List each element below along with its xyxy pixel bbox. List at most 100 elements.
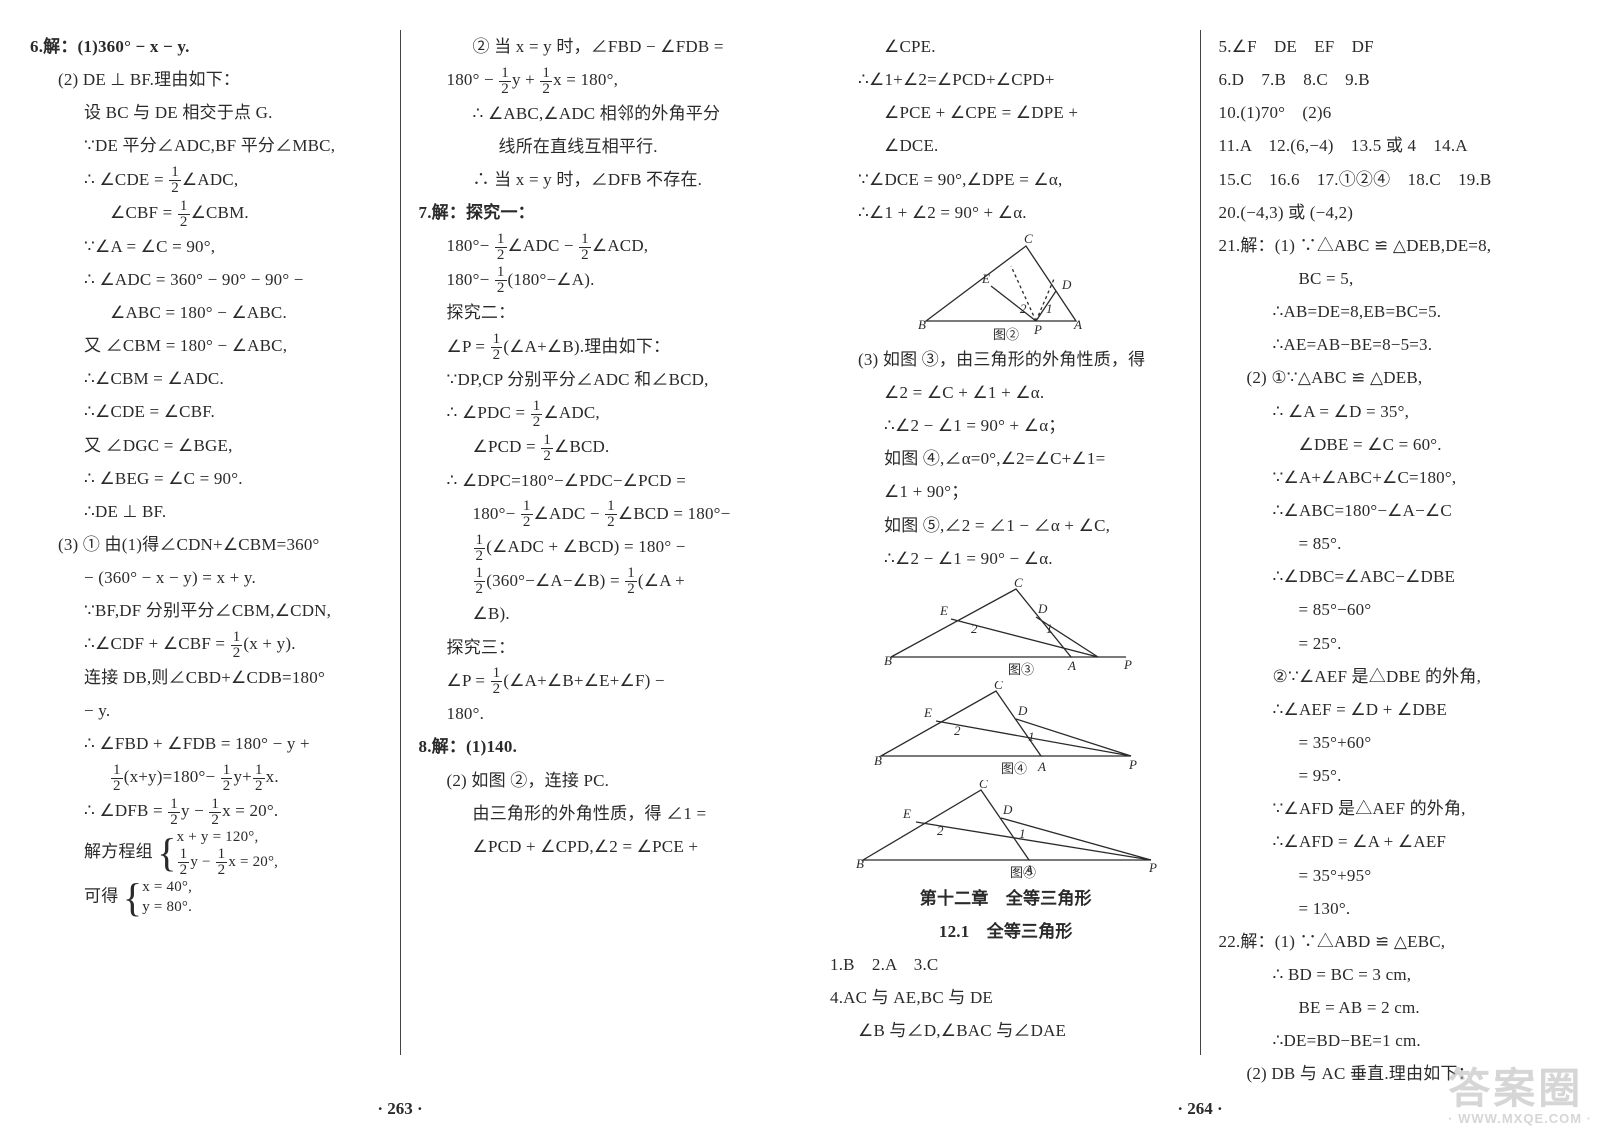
- text-line: ∠PCE + ∠CPE = ∠DPE +: [830, 96, 1182, 129]
- svg-text:E: E: [923, 705, 932, 720]
- text-line: 探究二：: [419, 296, 771, 329]
- text-line: (2) DB 与 AC 垂直.理由如下：: [1219, 1057, 1571, 1090]
- text-line: 20.(−4,3) 或 (−4,2): [1219, 196, 1571, 229]
- svg-text:1: 1: [1019, 826, 1026, 841]
- svg-text:1: 1: [1046, 621, 1053, 636]
- text-line: 如图 ④,∠α=0°,∠2=∠C+∠1=: [830, 442, 1182, 475]
- text-line: BE = AB = 2 cm.: [1219, 991, 1571, 1024]
- figure-4: BA CP ED 21 图④: [866, 681, 1146, 776]
- text-line: ∴∠2 − ∠1 = 90° + ∠α；: [830, 409, 1182, 442]
- text-line: ∠ABC = 180° − ∠ABC.: [30, 296, 382, 329]
- text-line: ∴ ∠DFB = 12y − 12x = 20°.: [30, 794, 382, 828]
- svg-text:D: D: [1017, 703, 1028, 718]
- text-line: ∵∠AFD 是△AEF 的外角,: [1219, 792, 1571, 825]
- text-line: 4.AC 与 AE,BC 与 DE: [830, 981, 1182, 1014]
- text-line: 12.1 全等三角形: [830, 915, 1182, 948]
- text-line: ∵∠A = ∠C = 90°,: [30, 230, 382, 263]
- page-number-right: · 264 ·: [800, 1099, 1600, 1119]
- text-line: 180°− 12∠ADC − 12∠ACD,: [419, 229, 771, 263]
- svg-text:C: C: [994, 681, 1003, 692]
- text-line: 8.解：(1)140.: [419, 730, 771, 763]
- text-line: = 85°.: [1219, 527, 1571, 560]
- svg-text:图②: 图②: [993, 327, 1019, 341]
- text-line: 连接 DB,则∠CBD+∠CDB=180°: [30, 661, 382, 694]
- text-line: 15.C 16.6 17.①②④ 18.C 19.B: [1219, 163, 1571, 196]
- text-line: ∴ ∠FBD + ∠FDB = 180° − y +: [30, 727, 382, 760]
- text-line: ∴ 当 x = y 时，∠DFB 不存在.: [419, 163, 771, 196]
- text-line: 又 ∠DGC = ∠BGE,: [30, 429, 382, 462]
- text-line: ∴ ∠A = ∠D = 35°,: [1219, 395, 1571, 428]
- text-line: 设 BC 与 DE 相交于点 G.: [30, 96, 382, 129]
- columns-left: 6.解：(1)360° − x − y.(2) DE ⊥ BF.理由如下：设 B…: [30, 30, 770, 1055]
- text-line: ∠1 + 90°；: [830, 475, 1182, 508]
- text-line: ∠PCD = 12∠BCD.: [419, 430, 771, 464]
- left-col-1: 6.解：(1)360° − x − y.(2) DE ⊥ BF.理由如下：设 B…: [30, 30, 382, 1055]
- text-line: ∴ ∠BEG = ∠C = 90°.: [30, 462, 382, 495]
- text-line: 5.∠F DE EF DF: [1219, 30, 1571, 63]
- text-line: 10.(1)70° (2)6: [1219, 96, 1571, 129]
- svg-text:B: B: [856, 856, 864, 871]
- text-line: 如图 ⑤,∠2 = ∠1 − ∠α + ∠C,: [830, 509, 1182, 542]
- text-line: (3) ① 由(1)得∠CDN+∠CBM=360°: [30, 528, 382, 561]
- text-line: 又 ∠CBM = 180° − ∠ABC,: [30, 329, 382, 362]
- text-line: = 35°+95°: [1219, 859, 1571, 892]
- text-line: = 25°.: [1219, 627, 1571, 660]
- figure-5: BA CP ED 21 图⑤: [851, 780, 1161, 880]
- text-line: − y.: [30, 694, 382, 727]
- text-line: ∴ ∠PDC = 12∠ADC,: [419, 396, 771, 430]
- text-line: (2) DE ⊥ BF.理由如下：: [30, 63, 382, 96]
- svg-text:图④: 图④: [1001, 761, 1027, 776]
- svg-text:1: 1: [1046, 301, 1053, 316]
- text-line: ∴ ∠DPC=180°−∠PDC−∠PCD =: [419, 464, 771, 497]
- text-line: 180°.: [419, 697, 771, 730]
- text-line: 由三角形的外角性质，得 ∠1 =: [419, 797, 771, 830]
- svg-text:2: 2: [954, 723, 961, 738]
- text-line: ∠CBF = 12∠CBM.: [30, 196, 382, 230]
- text-line: ②∵∠AEF 是△DBE 的外角,: [1219, 660, 1571, 693]
- text-line: (2) 如图 ②，连接 PC.: [419, 764, 771, 797]
- text-line: ∴DE ⊥ BF.: [30, 495, 382, 528]
- text-line: ∵BF,DF 分别平分∠CBM,∠CDN,: [30, 594, 382, 627]
- text-line: ∴ ∠CDE = 12∠ADC,: [30, 163, 382, 197]
- svg-text:2: 2: [937, 823, 944, 838]
- text-line: = 95°.: [1219, 759, 1571, 792]
- svg-text:2: 2: [971, 621, 978, 636]
- svg-text:E: E: [902, 806, 911, 821]
- text-line: − (360° − x − y) = x + y.: [30, 561, 382, 594]
- text-line: ∠B 与∠D,∠BAC 与∠DAE: [830, 1014, 1182, 1047]
- svg-text:E: E: [981, 271, 990, 286]
- svg-text:E: E: [939, 603, 948, 618]
- text-line: ∵DP,CP 分别平分∠ADC 和∠BCD,: [419, 363, 771, 396]
- text-line: ∠P = 12(∠A+∠B).理由如下：: [419, 330, 771, 364]
- text-line: 180°− 12(180°−∠A).: [419, 263, 771, 297]
- text-line: BC = 5,: [1219, 262, 1571, 295]
- figure-2: BA CP ED 21 图②: [906, 231, 1106, 341]
- text-line: 探究三：: [419, 631, 771, 664]
- divider-right: [1200, 30, 1201, 1055]
- text-line: 12(x+y)=180°− 12y+12x.: [30, 760, 382, 794]
- text-line: ∠DBE = ∠C = 60°.: [1219, 428, 1571, 461]
- text-line: ∵∠A+∠ABC+∠C=180°,: [1219, 461, 1571, 494]
- text-line: (3) 如图 ③，由三角形的外角性质，得: [830, 343, 1182, 376]
- svg-text:B: B: [918, 317, 926, 332]
- text-line: ∵∠DCE = 90°,∠DPE = ∠α,: [830, 163, 1182, 196]
- text-line: ∴∠AFD = ∠A + ∠AEF: [1219, 825, 1571, 858]
- text-line: ∠PCD + ∠CPD,∠2 = ∠PCE +: [419, 830, 771, 863]
- text-line: (2) ①∵△ABC ≌ △DEB,: [1219, 361, 1571, 394]
- svg-text:A: A: [1067, 658, 1076, 673]
- text-line: ∠B).: [419, 597, 771, 630]
- figure-3: BA CP ED 21 图③: [876, 577, 1136, 677]
- text-line: ∠2 = ∠C + ∠1 + ∠α.: [830, 376, 1182, 409]
- svg-text:B: B: [884, 653, 892, 668]
- text-line: ∴∠CDF + ∠CBF = 12(x + y).: [30, 627, 382, 661]
- text-line: ∴∠1+∠2=∠PCD+∠CPD+: [830, 63, 1182, 96]
- text-line: = 35°+60°: [1219, 726, 1571, 759]
- text-line: 12(360°−∠A−∠B) = 12(∠A +: [419, 564, 771, 598]
- text-line: ∵DE 平分∠ADC,BF 平分∠MBC,: [30, 129, 382, 162]
- text-line: 解方程组 {x + y = 120°,12y − 12x = 20°,: [30, 828, 382, 879]
- text-line: ∴ BD = BC = 3 cm,: [1219, 958, 1571, 991]
- page-right: ∠CPE.∴∠1+∠2=∠PCD+∠CPD+∠PCE + ∠CPE = ∠DPE…: [800, 0, 1600, 1131]
- svg-text:P: P: [1123, 657, 1132, 672]
- svg-text:P: P: [1033, 322, 1042, 337]
- svg-text:C: C: [1024, 231, 1033, 246]
